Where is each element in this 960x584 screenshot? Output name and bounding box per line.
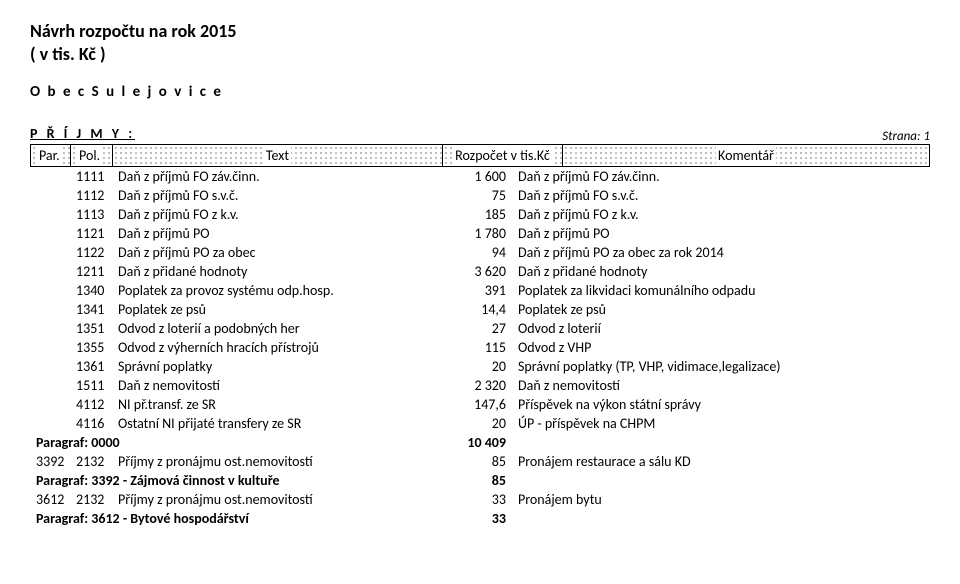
section-heading: P Ř Í J M Y : bbox=[30, 125, 135, 142]
paragraph-3392: Paragraf: 3392 - Zájmová činnost v kultu… bbox=[30, 471, 930, 490]
col-par: Par. bbox=[31, 145, 71, 167]
table-row: 4112NI př.transf. ze SR147,6Příspěvek na… bbox=[30, 395, 930, 414]
budget-table: 1111Daň z příjmů FO záv.činn.1 600Daň z … bbox=[30, 167, 930, 528]
col-text: Text bbox=[113, 145, 443, 167]
table-row: 1361Správní poplatky20Správní poplatky (… bbox=[30, 357, 930, 376]
table-row: 1355Odvod z výherních hracích přístrojů1… bbox=[30, 338, 930, 357]
table-row: 1211Daň z přidané hodnoty3 620Daň z přid… bbox=[30, 262, 930, 281]
col-comment: Komentář bbox=[563, 145, 930, 167]
table-row: 3612 2132 Příjmy z pronájmu ost.nemovito… bbox=[30, 490, 930, 509]
doc-title: Návrh rozpočtu na rok 2015 bbox=[30, 20, 930, 43]
doc-unit: ( v tis. Kč ) bbox=[30, 43, 930, 65]
table-row: 1111Daň z příjmů FO záv.činn.1 600Daň z … bbox=[30, 167, 930, 186]
paragraph-3612: Paragraf: 3612 - Bytové hospodářství 33 bbox=[30, 509, 930, 528]
table-row: 1121Daň z příjmů PO1 780Daň z příjmů PO bbox=[30, 224, 930, 243]
page-number: Strana: 1 bbox=[882, 129, 930, 144]
table-row: 1341Poplatek ze psů14,4Poplatek ze psů bbox=[30, 300, 930, 319]
column-header-row: Par. Pol. Text Rozpočet v tis.Kč Komentá… bbox=[30, 144, 930, 167]
table-row: 1112Daň z příjmů FO s.v.č.75Daň z příjmů… bbox=[30, 186, 930, 205]
col-amount: Rozpočet v tis.Kč bbox=[443, 145, 563, 167]
table-row: 3392 2132 Příjmy z pronájmu ost.nemovito… bbox=[30, 452, 930, 471]
table-row: 1511Daň z nemovitostí2 320Daň z nemovito… bbox=[30, 376, 930, 395]
org-name: O b e c S u l e j o v i c e bbox=[30, 83, 930, 101]
table-row: 1340Poplatek za provoz systému odp.hosp.… bbox=[30, 281, 930, 300]
table-row: 1351Odvod z loterií a podobných her27Odv… bbox=[30, 319, 930, 338]
table-row: 1113Daň z příjmů FO z k.v.185Daň z příjm… bbox=[30, 205, 930, 224]
col-pol: Pol. bbox=[71, 145, 113, 167]
table-row: 4116Ostatní NI přijaté transfery ze SR20… bbox=[30, 414, 930, 433]
table-row: 1122Daň z příjmů PO za obec94Daň z příjm… bbox=[30, 243, 930, 262]
paragraph-0000: Paragraf: 0000 10 409 bbox=[30, 433, 930, 452]
